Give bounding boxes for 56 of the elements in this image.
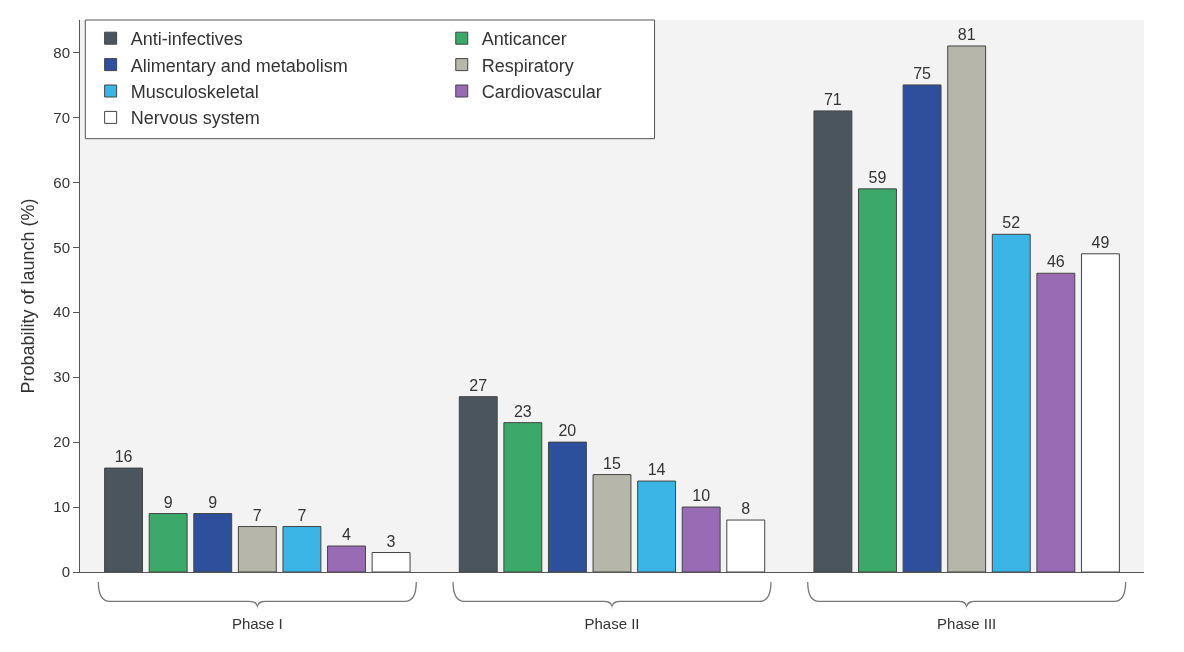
data-label: 23 [513,402,532,420]
bar [282,526,322,572]
data-label: 14 [647,461,666,479]
data-label: 10 [692,487,711,505]
data-label: 9 [208,493,218,511]
y-tick-label: 70 [53,108,70,126]
bar [148,513,188,572]
bar [681,506,721,572]
data-label: 75 [913,64,932,82]
data-label: 81 [957,25,976,43]
bar [991,233,1031,572]
data-label: 16 [114,448,133,466]
legend-label: Respiratory [481,55,574,76]
data-label: 27 [469,376,488,394]
data-label: 3 [386,532,396,550]
x-tick-label: Phase I [231,615,283,632]
x-tick-label: Phase III [937,615,997,632]
bar [327,545,366,572]
y-tick-label: 50 [53,238,70,256]
data-label: 8 [741,500,751,518]
data-label: 20 [558,422,577,440]
data-label: 7 [297,506,307,524]
bar [237,526,277,572]
y-tick-label: 0 [61,563,70,581]
data-label: 4 [342,526,352,544]
legend-label: Musculoskeletal [130,82,259,103]
y-axis-title: Probability of launch (%) [18,198,38,394]
legend-label: Anticancer [481,29,567,50]
y-tick-label: 10 [53,498,70,516]
legend-label: Nervous system [130,108,260,129]
bar [947,45,987,572]
legend-label: Anti-infectives [130,29,243,50]
data-label: 7 [252,506,262,524]
x-tick-label: Phase II [584,615,640,632]
bar [858,188,897,572]
bar [637,480,677,572]
bar [193,513,233,572]
data-label: 52 [1002,214,1021,232]
data-label: 9 [163,493,173,511]
bar [1036,272,1076,572]
data-label: 46 [1046,253,1065,271]
y-tick-label: 30 [53,368,70,386]
bar [902,84,942,572]
y-tick-label: 40 [53,303,70,321]
data-label: 59 [868,168,887,186]
bar [547,441,587,572]
y-tick-label: 60 [53,173,70,191]
legend-label: Cardiovascular [481,82,602,103]
data-label: 15 [603,454,621,472]
bar [592,474,632,572]
y-tick-label: 80 [53,43,70,61]
data-label: 49 [1091,233,1110,251]
bar [503,422,543,572]
legend-label: Alimentary and metabolism [130,55,348,76]
data-label: 71 [823,90,842,108]
y-tick-label: 20 [53,433,70,451]
